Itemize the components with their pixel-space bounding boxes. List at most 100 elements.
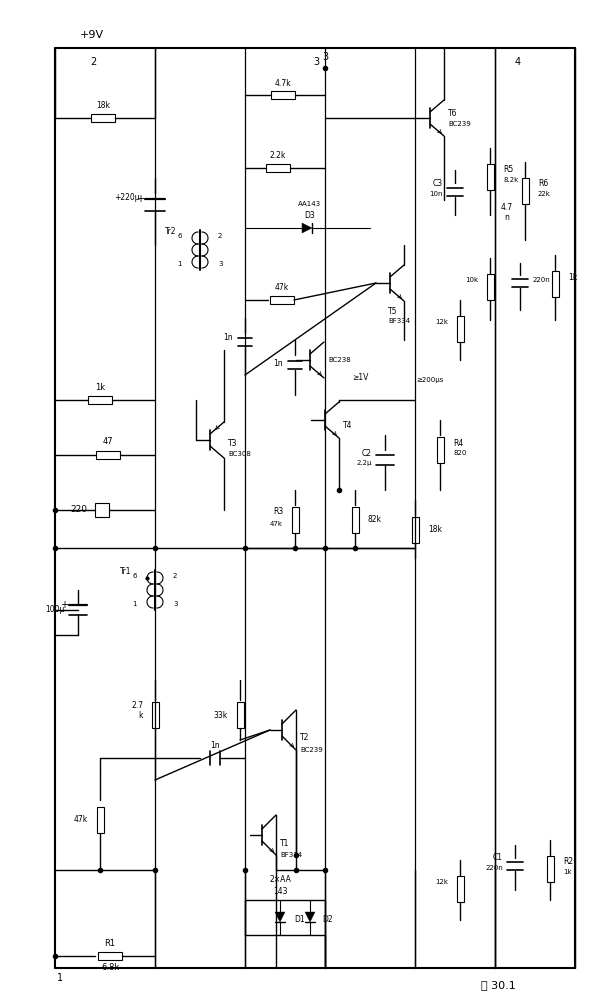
Text: Tr1: Tr1 bbox=[120, 568, 131, 577]
Bar bbox=[352, 507, 359, 533]
Bar bbox=[97, 807, 104, 833]
Bar bbox=[152, 702, 159, 728]
Text: 82k: 82k bbox=[368, 516, 382, 525]
Bar bbox=[266, 164, 290, 172]
Text: R4: R4 bbox=[453, 438, 463, 447]
Text: R5: R5 bbox=[503, 165, 513, 174]
Text: 2: 2 bbox=[90, 57, 96, 67]
Text: 1k: 1k bbox=[568, 272, 577, 281]
Text: BC239: BC239 bbox=[300, 747, 323, 753]
Text: T6: T6 bbox=[448, 108, 457, 117]
Text: 1n: 1n bbox=[223, 333, 233, 342]
Text: BC238: BC238 bbox=[328, 357, 351, 363]
Text: 4.7: 4.7 bbox=[501, 203, 513, 212]
Text: T4: T4 bbox=[343, 421, 353, 430]
Text: 18k: 18k bbox=[96, 101, 110, 110]
Text: 220: 220 bbox=[70, 506, 87, 515]
Text: 8.2k: 8.2k bbox=[503, 177, 518, 183]
Text: C3: C3 bbox=[433, 179, 443, 188]
Text: 220n: 220n bbox=[533, 277, 551, 283]
Text: 18k: 18k bbox=[428, 526, 442, 535]
Text: 1k: 1k bbox=[95, 383, 105, 392]
Text: Tr2: Tr2 bbox=[165, 227, 176, 236]
Text: 12k: 12k bbox=[435, 319, 448, 325]
Text: 图 30.1: 图 30.1 bbox=[481, 980, 516, 990]
Text: 12k: 12k bbox=[435, 879, 448, 885]
Text: AA143: AA143 bbox=[299, 201, 322, 207]
Text: 33k: 33k bbox=[214, 711, 228, 720]
Bar bbox=[437, 437, 444, 463]
Text: 1k: 1k bbox=[563, 869, 572, 875]
Text: +220μ: +220μ bbox=[114, 193, 140, 202]
Text: 820: 820 bbox=[453, 450, 466, 456]
Text: 22k: 22k bbox=[538, 191, 551, 197]
Text: 6: 6 bbox=[178, 233, 182, 239]
Bar bbox=[98, 952, 122, 960]
Text: n: n bbox=[505, 213, 510, 222]
Text: R3: R3 bbox=[273, 508, 283, 517]
Text: BC308: BC308 bbox=[228, 451, 251, 457]
Bar bbox=[412, 517, 419, 543]
Text: 1n: 1n bbox=[274, 358, 283, 367]
Text: 10n: 10n bbox=[429, 191, 443, 197]
Text: C2: C2 bbox=[362, 448, 372, 457]
Text: R6: R6 bbox=[538, 179, 548, 188]
Bar bbox=[91, 114, 115, 122]
Polygon shape bbox=[302, 223, 312, 233]
Bar bbox=[522, 178, 529, 204]
Text: 47k: 47k bbox=[270, 521, 283, 527]
Bar bbox=[88, 396, 112, 404]
Text: D2: D2 bbox=[322, 916, 333, 925]
Text: C1: C1 bbox=[493, 854, 503, 863]
Text: 6.8k: 6.8k bbox=[101, 964, 119, 973]
Text: T5: T5 bbox=[388, 306, 398, 315]
Bar bbox=[270, 296, 294, 304]
Text: 1: 1 bbox=[57, 973, 63, 983]
Text: k: k bbox=[139, 711, 143, 720]
Text: ≥200μs: ≥200μs bbox=[416, 377, 444, 383]
Text: 6: 6 bbox=[133, 573, 137, 579]
Text: 1n: 1n bbox=[210, 741, 220, 750]
Text: +: + bbox=[60, 600, 68, 610]
Text: 2: 2 bbox=[173, 573, 178, 579]
Text: 2×AA: 2×AA bbox=[269, 876, 291, 885]
Text: 2: 2 bbox=[218, 233, 223, 239]
Bar bbox=[237, 702, 244, 728]
Text: BF334: BF334 bbox=[280, 852, 302, 858]
Text: 143: 143 bbox=[273, 888, 287, 897]
Text: D3: D3 bbox=[305, 210, 316, 219]
Bar bbox=[292, 507, 299, 533]
Bar bbox=[271, 91, 295, 99]
Text: 47k: 47k bbox=[275, 283, 289, 292]
Text: BC239: BC239 bbox=[448, 121, 471, 127]
Bar bbox=[547, 856, 554, 882]
Text: 1: 1 bbox=[133, 601, 137, 607]
Bar bbox=[487, 274, 494, 300]
Text: 47k: 47k bbox=[74, 816, 88, 825]
Text: 2.2μ: 2.2μ bbox=[356, 460, 372, 466]
Text: 2.2k: 2.2k bbox=[270, 151, 286, 160]
Polygon shape bbox=[275, 912, 285, 922]
Text: T1: T1 bbox=[280, 839, 289, 848]
Text: 3: 3 bbox=[218, 261, 223, 267]
Polygon shape bbox=[305, 912, 315, 922]
Text: +9V: +9V bbox=[80, 30, 104, 40]
Text: 1: 1 bbox=[178, 261, 182, 267]
Bar bbox=[96, 451, 120, 459]
Text: 220n: 220n bbox=[485, 865, 503, 871]
Text: 3: 3 bbox=[322, 52, 328, 62]
Bar bbox=[457, 316, 464, 342]
Text: R1: R1 bbox=[105, 939, 116, 948]
Text: +: + bbox=[136, 194, 144, 204]
Text: ≥1V: ≥1V bbox=[352, 373, 368, 382]
Text: R2: R2 bbox=[563, 858, 573, 867]
Text: T2: T2 bbox=[300, 734, 309, 743]
Text: 4.7k: 4.7k bbox=[275, 78, 291, 87]
Text: T3: T3 bbox=[228, 439, 238, 448]
Text: BF334: BF334 bbox=[388, 318, 410, 324]
Bar bbox=[95, 503, 109, 517]
Text: 3: 3 bbox=[313, 57, 319, 67]
Text: D1: D1 bbox=[294, 916, 305, 925]
Text: 2.7: 2.7 bbox=[131, 701, 143, 710]
Bar bbox=[552, 271, 559, 297]
